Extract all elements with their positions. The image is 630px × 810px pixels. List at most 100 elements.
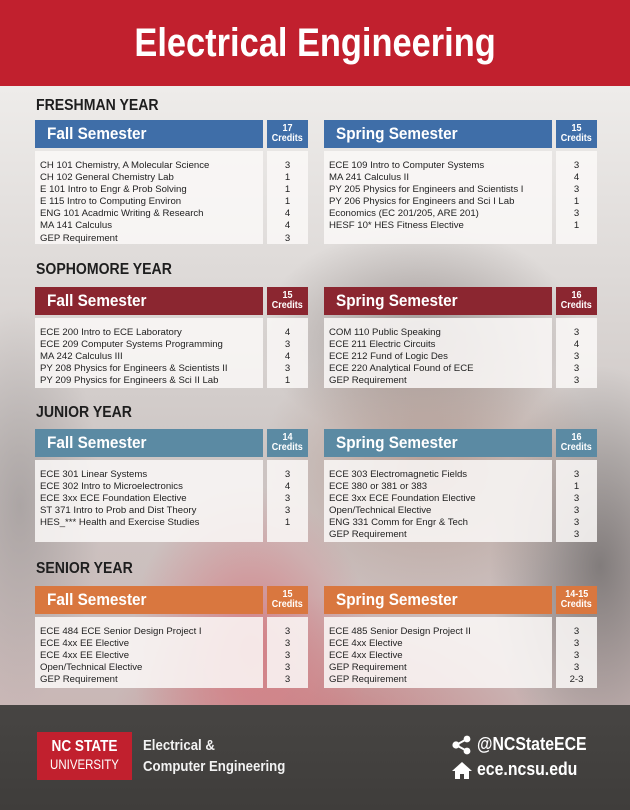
credits-total: 15 <box>282 589 293 600</box>
course-name: HESF 10* HES Fitness Elective <box>329 220 464 232</box>
credits-label: Credits <box>560 133 592 144</box>
course-credits: 1 <box>573 481 580 493</box>
course-credits: 3 <box>284 232 291 244</box>
credits-total: 15 <box>571 123 582 134</box>
course-credits: 3 <box>573 363 580 375</box>
semester-title: Fall Semester <box>47 590 147 609</box>
social-handle: @NCStateECE <box>477 734 587 754</box>
course-credits: 3 <box>573 469 580 480</box>
credits-label: Credits <box>271 300 303 311</box>
course-name: ECE 485 Senior Design Project II <box>329 626 471 637</box>
semester-header: Fall Semester <box>35 120 263 148</box>
course-name: ST 371 Intro to Prob and Dist Theory <box>40 505 197 517</box>
course-credits: 3 <box>284 674 291 686</box>
course-name: PY 209 Physics for Engineers & Sci II La… <box>40 375 219 387</box>
course-name: GEP Requirement <box>40 232 118 244</box>
course-name: ECE 109 Intro to Computer Systems <box>329 160 485 171</box>
course-credits: 3 <box>573 529 580 541</box>
semester-header: Spring Semester <box>324 586 552 614</box>
course-name: CH 101 Chemistry, A Molecular Science <box>40 160 210 171</box>
course-name: GEP Requirement <box>40 674 118 686</box>
course-credits: 3 <box>284 363 291 375</box>
course-credits: 3 <box>284 638 291 650</box>
course-credits: 1 <box>284 172 291 184</box>
course-name: MA 141 Calculus <box>40 220 112 232</box>
semester-title: Spring Semester <box>336 433 458 452</box>
ncstate-logo[interactable]: NC STATE UNIVERSITY <box>37 732 132 780</box>
credits-total: 14 <box>282 432 293 443</box>
course-credits: 4 <box>284 327 291 338</box>
course-credits: 3 <box>573 517 580 529</box>
course-credits: 4 <box>284 208 291 220</box>
course-list: COM 110 Public Speaking ECE 211 Electric … <box>324 318 552 388</box>
course-credits: 3 <box>284 650 291 662</box>
semester-credits-badge: 14 Credits <box>267 429 308 457</box>
semester-title: Fall Semester <box>47 433 147 452</box>
course-name: CH 102 General Chemistry Lab <box>40 172 174 184</box>
course-list: ECE 485 Senior Design Project II ECE 4xx … <box>324 617 552 688</box>
course-credits: 1 <box>284 517 291 529</box>
course-name: HES_*** Health and Exercise Studies <box>40 517 200 529</box>
senior-year-heading: SENIOR YEAR <box>36 560 133 577</box>
website-url: ece.ncsu.edu <box>477 759 578 779</box>
course-credits: 2-3 <box>569 674 584 686</box>
course-credits: 3 <box>573 505 580 517</box>
course-credits: 3 <box>284 339 291 351</box>
course-credits: 3 <box>573 375 580 387</box>
course-list: ECE 109 Intro to Computer Systems MA 241 … <box>324 151 552 244</box>
course-credits: 3 <box>573 327 580 338</box>
course-credits: 4 <box>284 351 291 363</box>
course-list: ECE 200 Intro to ECE Laboratory ECE 209 C… <box>35 318 263 388</box>
course-name: Open/Technical Elective <box>40 662 143 674</box>
semester-credits-badge: 14-15 Credits <box>556 586 597 614</box>
course-name: ECE 4xx EE Elective <box>40 650 130 662</box>
junior-year-heading: JUNIOR YEAR <box>36 404 132 421</box>
course-name: PY 208 Physics for Engineers & Scientist… <box>40 363 228 375</box>
course-name: ECE 200 Intro to ECE Laboratory <box>40 327 182 338</box>
logo-line-1: NC STATE <box>51 738 118 755</box>
credits-total: 16 <box>571 290 582 301</box>
course-name: ECE 3xx ECE Foundation Elective <box>40 493 187 505</box>
course-name: MA 242 Calculus III <box>40 351 123 363</box>
credits-total: 16 <box>571 432 582 443</box>
course-name: ECE 4xx EE Elective <box>40 638 130 650</box>
course-name: PY 206 Physics for Engineers and Sci I L… <box>329 196 515 208</box>
course-name: E 115 Intro to Computing Environ <box>40 196 182 208</box>
course-credits: 3 <box>573 626 580 637</box>
social-link[interactable]: @NCStateECE <box>451 732 602 757</box>
course-name: Economics (EC 201/205, ARE 201) <box>329 208 479 220</box>
course-credits: 1 <box>284 196 291 208</box>
course-credits: 3 <box>573 638 580 650</box>
credits-label: Credits <box>271 599 303 610</box>
credits-total: 14-15 <box>564 589 589 600</box>
semester-credits-badge: 16 Credits <box>556 429 597 457</box>
course-name: ECE 484 ECE Senior Design Project I <box>40 626 202 637</box>
course-name: ECE 4xx Elective <box>329 650 403 662</box>
course-name: MA 241 Calculus II <box>329 172 409 184</box>
department-line-1: Electrical & <box>143 737 215 754</box>
course-name: PY 205 Physics for Engineers and Scienti… <box>329 184 524 196</box>
website-link[interactable]: ece.ncsu.edu <box>451 757 602 782</box>
credits-total: 17 <box>282 123 293 134</box>
course-name: ECE 303 Electromagnetic Fields <box>329 469 468 480</box>
course-credits: 3 <box>573 493 580 505</box>
semester-credits-badge: 15 Credits <box>267 586 308 614</box>
credits-label: Credits <box>560 300 592 311</box>
course-credits: 3 <box>573 650 580 662</box>
course-credits: 3 <box>573 662 580 674</box>
course-credits: 3 <box>284 626 291 637</box>
credits-total: 15 <box>282 290 293 301</box>
home-icon <box>452 761 472 779</box>
course-name: GEP Requirement <box>329 662 407 674</box>
department-line-2: Computer Engineering <box>143 758 286 775</box>
course-name: ECE 380 or 381 or 383 <box>329 481 428 493</box>
course-credits: 3 <box>284 505 291 517</box>
course-credits: 3 <box>284 469 291 480</box>
semester-header: Spring Semester <box>324 287 552 315</box>
course-credits: 3 <box>573 208 580 220</box>
course-name: ECE 3xx ECE Foundation Elective <box>329 493 476 505</box>
